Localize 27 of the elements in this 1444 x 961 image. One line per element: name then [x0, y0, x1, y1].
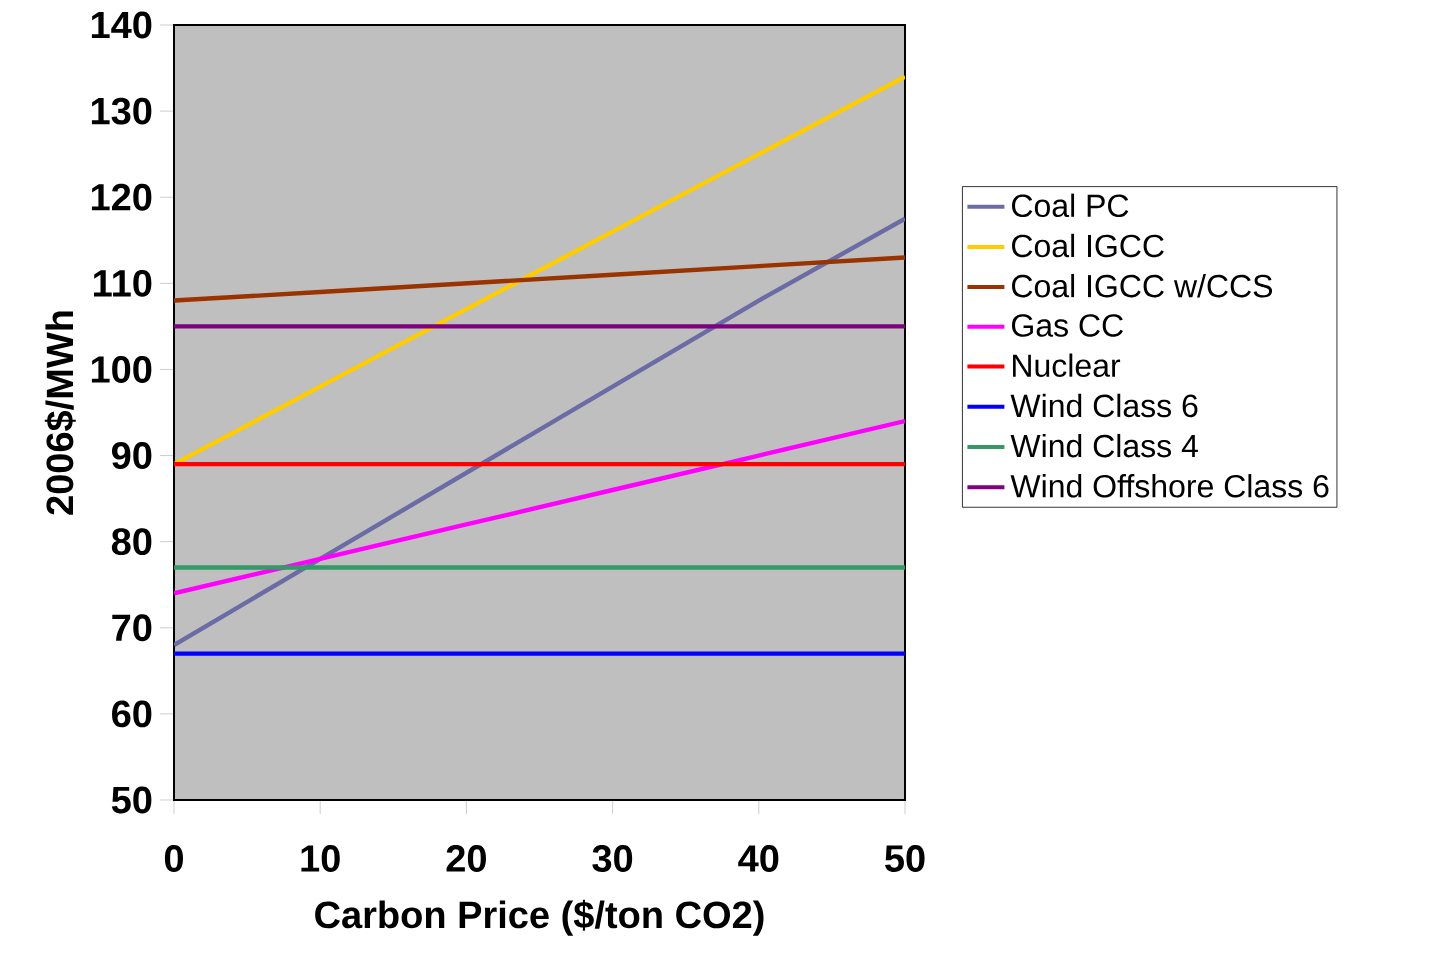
y-axis-title: 2006$/MWh: [44, 311, 76, 515]
legend-label: Wind Offshore Class 6: [1010, 474, 1329, 498]
y-tick-label: 50: [111, 786, 152, 814]
line-series: [174, 418, 905, 596]
y-tick-label: 70: [112, 614, 152, 642]
y-tick-label: 140: [91, 11, 152, 39]
x-tick-label: 40: [738, 845, 779, 872]
legend-label: Nuclear: [1013, 353, 1121, 377]
x-tick-label: 0: [164, 845, 184, 872]
legend-label: Gas CC: [1012, 314, 1123, 337]
x-tick-label: 20: [446, 845, 486, 872]
legend-label: Wind Class 4: [1010, 433, 1198, 458]
y-tick-label: 130: [91, 97, 152, 125]
y-tick-label: 90: [111, 442, 152, 470]
y-tick-label: 110: [94, 269, 152, 297]
x-tick-label: 30: [592, 845, 633, 873]
legend-label: Coal IGCC w/CCS: [1012, 273, 1273, 298]
y-tick-label: 80: [111, 528, 152, 556]
x-axis-title: Carbon Price ($/ton CO2): [315, 899, 764, 936]
y-tick-label: 120: [91, 183, 152, 211]
legend-label: Coal IGCC: [1012, 233, 1164, 258]
x-tick-label: 10: [301, 845, 340, 872]
legend-label: Wind Class 6: [1010, 393, 1198, 418]
y-tick-label: 100: [91, 355, 152, 383]
legend-label: Coal PC: [1012, 193, 1129, 218]
y-tick-label: 60: [112, 700, 152, 728]
x-tick-label: 50: [885, 845, 925, 872]
